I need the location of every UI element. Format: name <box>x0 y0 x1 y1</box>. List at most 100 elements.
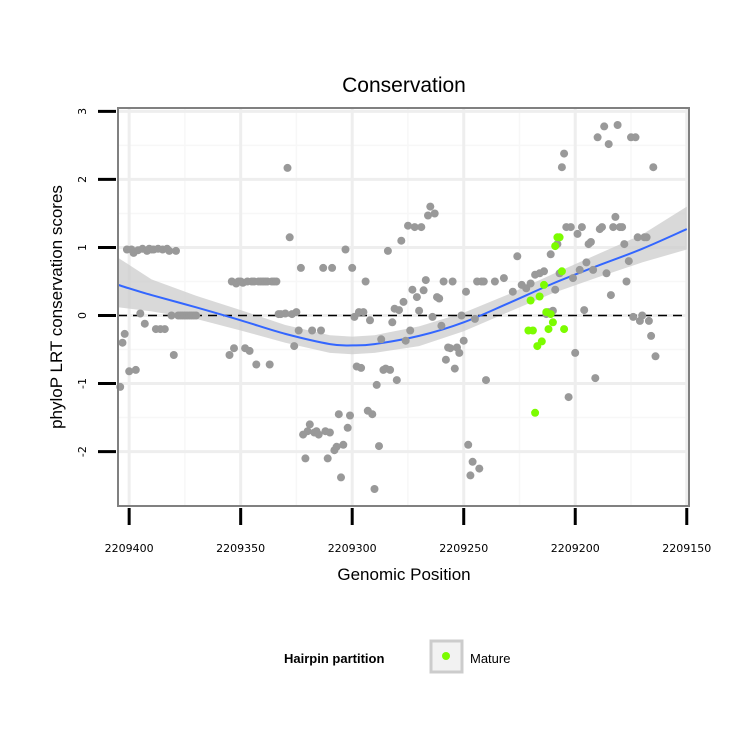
data-point <box>459 336 468 345</box>
data-point <box>468 457 477 466</box>
data-point <box>172 246 180 255</box>
x-tick-label: 2209300 <box>328 542 377 555</box>
data-point <box>401 336 410 345</box>
data-point <box>294 326 303 335</box>
data-point-mature <box>528 326 537 335</box>
data-point <box>290 342 299 351</box>
x-tick-label: 2209150 <box>662 542 711 555</box>
data-point <box>292 308 301 317</box>
data-point <box>566 223 575 232</box>
data-point <box>475 464 484 473</box>
data-point <box>118 338 127 347</box>
data-point <box>167 311 176 320</box>
data-point <box>629 312 638 321</box>
data-point <box>600 122 609 131</box>
data-point <box>325 428 334 437</box>
data-point <box>339 440 348 449</box>
x-tick-label: 2209400 <box>105 542 154 555</box>
data-point <box>591 374 600 383</box>
data-point <box>346 411 354 420</box>
data-point <box>441 355 450 364</box>
data-point <box>618 223 627 232</box>
data-point <box>437 321 446 330</box>
data-point <box>439 277 448 286</box>
data-points <box>116 121 660 493</box>
data-point <box>577 223 586 232</box>
data-point <box>569 274 577 283</box>
data-point <box>317 326 325 335</box>
data-point <box>450 364 459 373</box>
data-point <box>620 240 629 249</box>
data-point <box>328 263 337 272</box>
data-point <box>343 423 352 432</box>
y-tick-label: 2 <box>76 176 89 183</box>
data-point <box>386 365 395 374</box>
data-point <box>573 229 582 238</box>
data-point <box>281 309 290 318</box>
data-point <box>377 335 386 344</box>
data-point <box>417 223 426 232</box>
chart-title: Conservation <box>342 74 466 97</box>
data-point <box>582 258 591 267</box>
data-point <box>647 331 656 340</box>
data-point <box>272 277 281 286</box>
data-point <box>160 325 169 334</box>
data-point <box>125 367 134 376</box>
data-point <box>406 326 415 335</box>
data-point <box>649 163 658 172</box>
data-point <box>341 245 350 254</box>
data-point <box>624 257 633 266</box>
data-point <box>644 316 653 325</box>
x-tick-label: 2209250 <box>439 542 488 555</box>
x-axis-title: Genomic Position <box>337 565 470 584</box>
data-point <box>602 269 611 278</box>
data-point <box>359 308 368 317</box>
data-point <box>424 211 432 220</box>
data-point-mature <box>557 267 566 276</box>
data-point <box>575 265 584 274</box>
data-point <box>283 163 292 172</box>
data-point <box>332 442 341 451</box>
data-point-mature <box>540 280 548 289</box>
data-point <box>580 306 589 315</box>
data-point <box>303 427 312 436</box>
data-point <box>319 263 328 272</box>
data-point <box>642 233 651 242</box>
data-point <box>131 365 140 374</box>
y-tick-label: -2 <box>76 446 89 457</box>
y-tick-label: 1 <box>76 244 89 251</box>
data-point <box>265 360 274 369</box>
data-point <box>526 279 535 288</box>
data-point <box>586 238 595 246</box>
data-point <box>421 276 430 285</box>
data-point <box>140 319 149 328</box>
data-point <box>466 471 475 480</box>
data-point-mature <box>546 310 555 319</box>
data-point <box>305 420 314 429</box>
data-point <box>410 223 419 232</box>
data-point <box>383 246 392 255</box>
data-point <box>589 265 598 274</box>
data-point-mature <box>537 337 546 346</box>
legend-key-dot <box>442 652 450 660</box>
legend: Hairpin partition Mature <box>284 639 510 674</box>
x-tick-label: 2209350 <box>216 542 265 555</box>
x-axis: 2209400 2209350 2209300 2209250 2209200 22091… <box>105 508 711 555</box>
legend-label-mature: Mature <box>470 651 510 666</box>
data-point <box>408 285 417 294</box>
data-point <box>564 393 573 402</box>
data-point <box>404 221 412 230</box>
data-point <box>508 287 517 296</box>
legend-title: Hairpin partition <box>284 651 384 666</box>
data-point <box>230 344 238 353</box>
data-point <box>372 380 381 389</box>
data-point <box>435 294 444 303</box>
data-point <box>546 250 555 259</box>
data-point <box>323 454 332 463</box>
data-point <box>631 133 640 142</box>
data-point <box>334 410 343 419</box>
data-point <box>296 263 305 272</box>
y-tick-label: -1 <box>76 378 89 389</box>
data-point <box>513 252 522 261</box>
